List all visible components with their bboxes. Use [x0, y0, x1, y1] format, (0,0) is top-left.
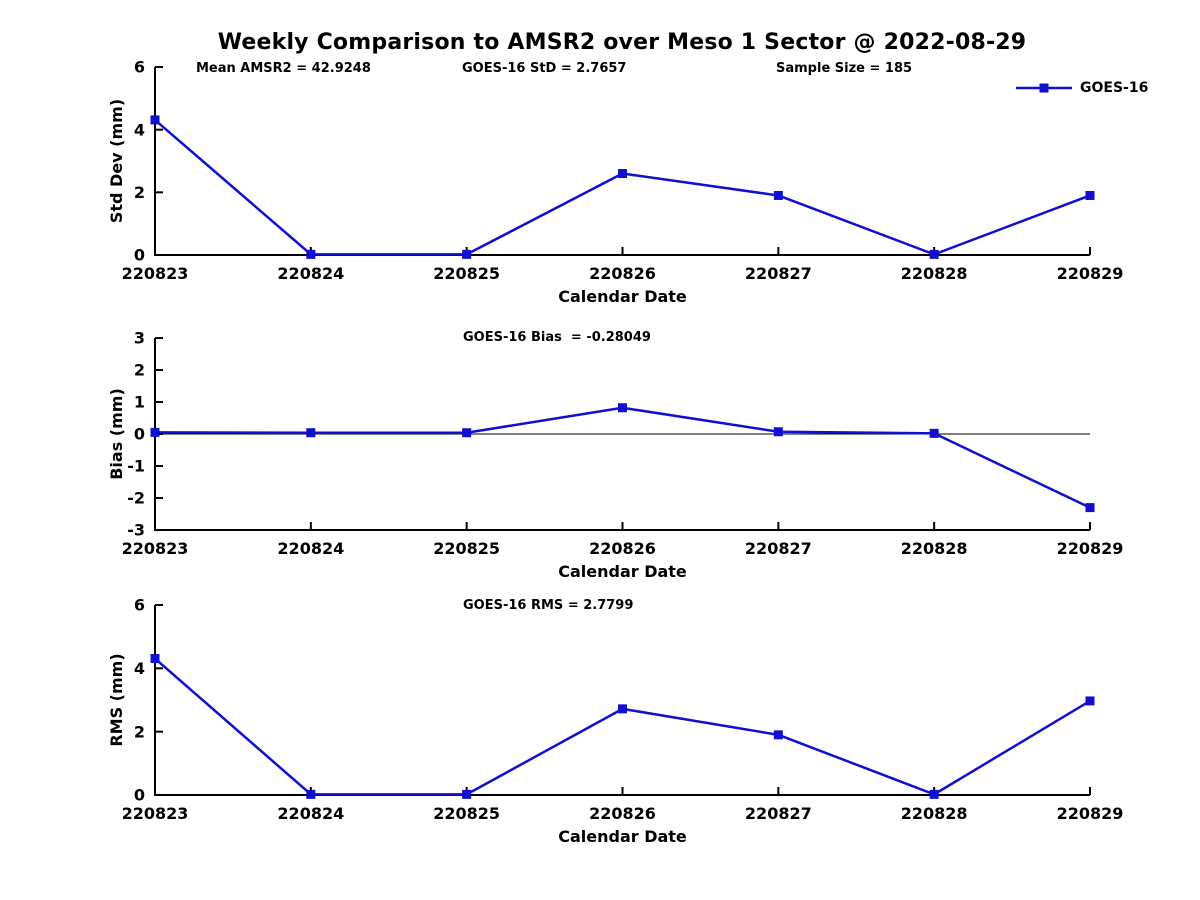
- data-line: [154, 406, 1091, 509]
- y-tick-label: 2: [134, 361, 145, 380]
- x-tick-label: 220825: [433, 539, 500, 558]
- data-point-marker: [1085, 190, 1095, 200]
- data-point-marker: [773, 190, 783, 200]
- stat-sample-size: Sample Size = 185: [776, 61, 913, 76]
- x-tick-label: 220828: [901, 804, 968, 823]
- x-tick-label: 220823: [122, 804, 189, 823]
- stat-goes16-bias: GOES-16 Bias = -0.28049: [463, 330, 651, 345]
- data-point-marker: [150, 115, 160, 125]
- data-point-marker: [150, 427, 160, 437]
- x-tick-label: 220827: [745, 264, 812, 283]
- legend-label: GOES-16: [1080, 80, 1149, 96]
- y-tick-label: 6: [134, 58, 145, 77]
- data-point-marker: [929, 789, 939, 799]
- x-tick-label: 220825: [433, 264, 500, 283]
- x-tick-label: 220823: [122, 539, 189, 558]
- data-line: [154, 119, 1091, 256]
- y-tick-label: 1: [134, 393, 145, 412]
- x-tick-label: 220829: [1057, 264, 1124, 283]
- x-tick-label: 220826: [589, 539, 656, 558]
- y-tick-label: 0: [134, 425, 145, 444]
- x-tick-label: 220827: [745, 804, 812, 823]
- y-tick-label: 0: [134, 246, 145, 265]
- x-tick-label: 220828: [901, 264, 968, 283]
- x-tick-label: 220825: [433, 804, 500, 823]
- y-tick-label: 0: [134, 786, 145, 805]
- data-point-marker: [306, 428, 316, 438]
- stat-mean-amsr2: Mean AMSR2 = 42.9248: [196, 61, 371, 76]
- y-axis-label: Bias (mm): [107, 388, 126, 480]
- x-tick-label: 220823: [122, 264, 189, 283]
- y-tick-label: 2: [134, 722, 145, 741]
- y-tick-label: -3: [127, 521, 145, 540]
- x-tick-label: 220824: [277, 539, 344, 558]
- stat-goes16-std: GOES-16 StD = 2.7657: [462, 61, 627, 76]
- y-tick-label: 6: [134, 596, 145, 615]
- data-point-marker: [929, 249, 939, 259]
- data-point-marker: [929, 428, 939, 438]
- legend: GOES-16: [1016, 80, 1148, 96]
- legend-line-marker-icon: [1016, 83, 1072, 93]
- data-point-marker: [618, 403, 627, 413]
- y-tick-label: 4: [134, 120, 145, 139]
- data-point-marker: [306, 789, 316, 799]
- x-tick-label: 220824: [277, 804, 344, 823]
- x-axis-label: Calendar Date: [558, 827, 687, 846]
- data-point-marker: [618, 704, 627, 714]
- chart-title: Weekly Comparison to AMSR2 over Meso 1 S…: [217, 30, 1027, 55]
- y-tick-label: 3: [134, 329, 145, 348]
- data-line: [154, 657, 1091, 796]
- x-tick-label: 220828: [901, 539, 968, 558]
- x-tick-label: 220826: [589, 804, 656, 823]
- data-point-marker: [1085, 503, 1095, 513]
- data-point-marker: [773, 730, 783, 740]
- data-point-marker: [306, 249, 316, 259]
- y-tick-label: -2: [127, 489, 145, 508]
- data-point-marker: [462, 249, 472, 259]
- data-point-marker: [618, 169, 627, 179]
- x-tick-label: 220827: [745, 539, 812, 558]
- data-point-marker: [1085, 696, 1095, 706]
- data-point-marker: [462, 428, 472, 438]
- y-tick-label: -1: [127, 457, 145, 476]
- x-tick-label: 220829: [1057, 539, 1124, 558]
- x-tick-label: 220829: [1057, 804, 1124, 823]
- x-axis-label: Calendar Date: [558, 287, 687, 306]
- x-tick-label: 220826: [589, 264, 656, 283]
- data-point-marker: [462, 789, 472, 799]
- x-axis-label: Calendar Date: [558, 562, 687, 581]
- y-axis-label: Std Dev (mm): [107, 99, 126, 223]
- y-tick-label: 4: [134, 659, 145, 678]
- data-point-marker: [150, 654, 160, 664]
- y-tick-label: 2: [134, 183, 145, 202]
- stat-goes16-rms: GOES-16 RMS = 2.7799: [463, 598, 634, 613]
- y-axis-label: RMS (mm): [107, 653, 126, 746]
- data-point-marker: [773, 427, 783, 437]
- x-tick-label: 220824: [277, 264, 344, 283]
